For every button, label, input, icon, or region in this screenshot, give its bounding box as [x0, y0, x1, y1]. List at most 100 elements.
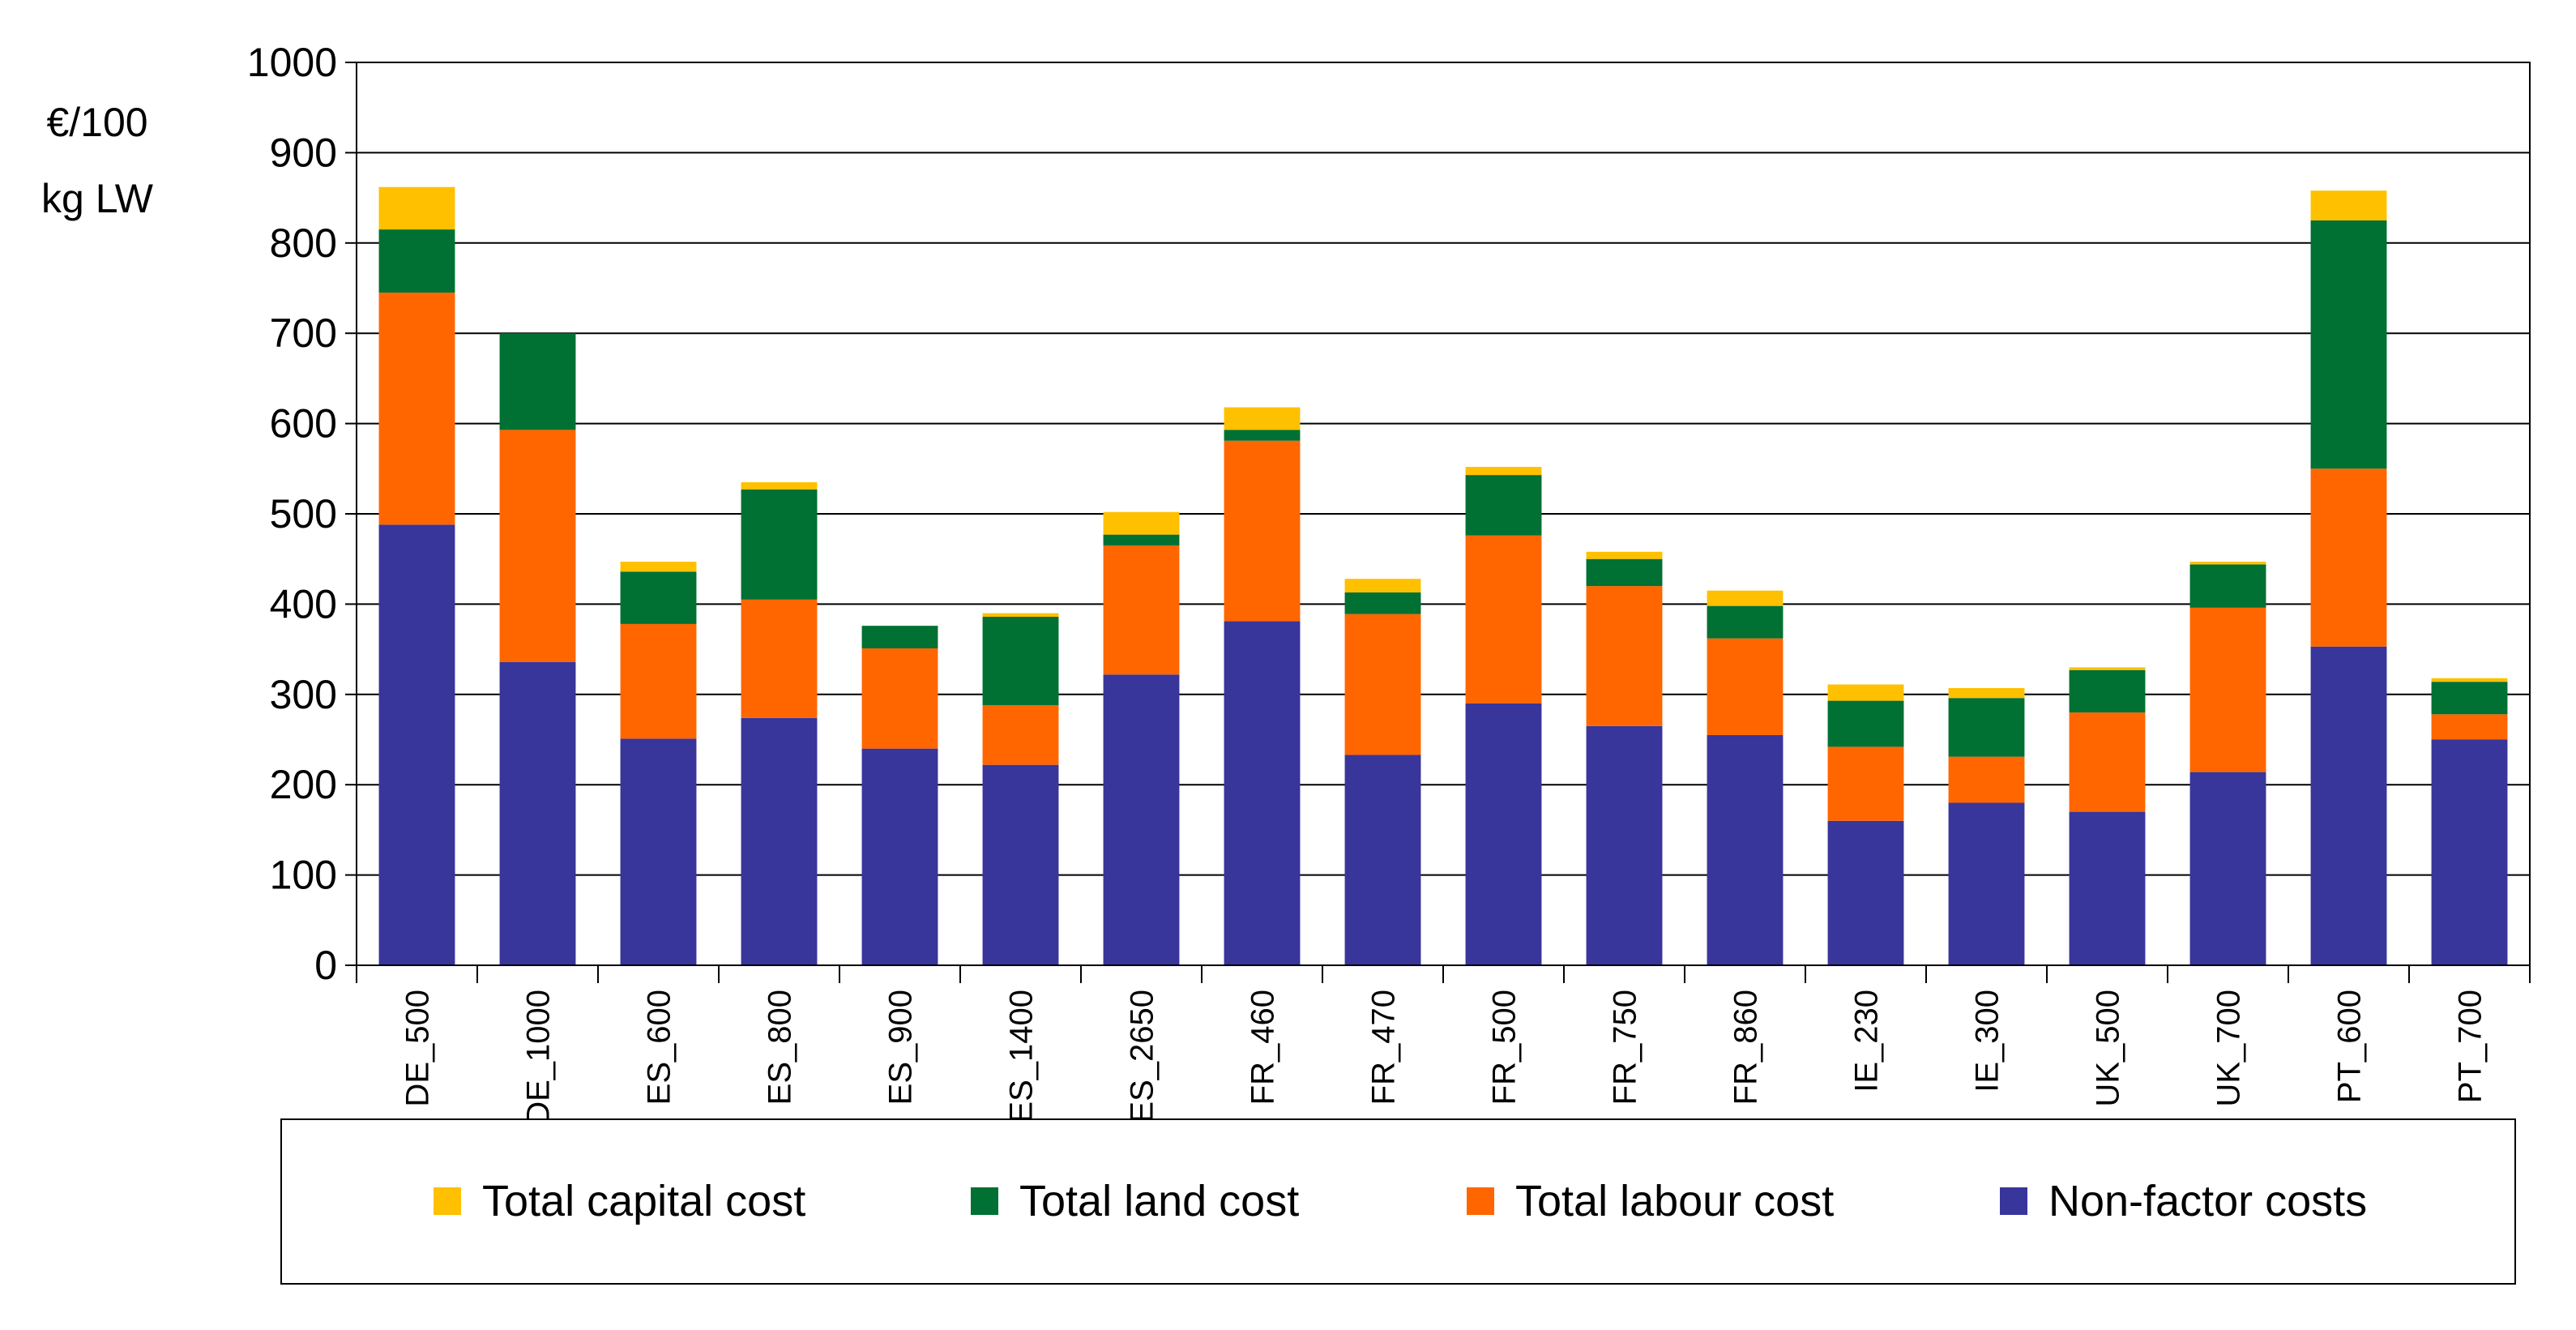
- bar-segment-total-land-cost: [861, 626, 938, 648]
- bar-segment-non-factor-costs: [2431, 739, 2508, 965]
- bar-segment-total-land-cost: [378, 229, 455, 293]
- bar-segment-total-labour-cost: [1586, 586, 1663, 726]
- bar-segment-non-factor-costs: [741, 717, 818, 965]
- legend-box: [280, 1118, 2516, 1285]
- bar-segment-non-factor-costs: [378, 524, 455, 965]
- x-tick-label: FR_500: [1487, 990, 1523, 1105]
- bar-stack-es-900: [861, 626, 938, 965]
- x-tick-label: UK_700: [2211, 990, 2247, 1107]
- bar-segment-total-capital-cost: [2431, 678, 2508, 682]
- bar-stack-uk-500: [2069, 667, 2146, 965]
- bar-segment-non-factor-costs: [982, 764, 1059, 965]
- bar-segment-total-land-cost: [2069, 669, 2146, 713]
- y-tick-label: 700: [270, 310, 337, 356]
- bar-segment-total-labour-cost: [378, 293, 455, 525]
- bar-segment-total-labour-cost: [1948, 756, 2025, 803]
- x-tick-label: IE_300: [1970, 990, 2006, 1093]
- bar-segment-total-capital-cost: [620, 562, 697, 572]
- legend-label-non-factor-costs: Non-factor costs: [2048, 1177, 2367, 1225]
- bar-segment-total-capital-cost: [1948, 688, 2025, 699]
- bar-segment-total-labour-cost: [1224, 440, 1301, 622]
- bar-segment-total-labour-cost: [1465, 535, 1542, 703]
- legend-label-total-labour-cost: Total labour cost: [1515, 1177, 1834, 1225]
- y-tick-label: 100: [270, 853, 337, 898]
- bar-segment-total-labour-cost: [499, 430, 576, 662]
- legend-swatch-non-factor-costs: [2000, 1187, 2027, 1215]
- x-tick-label: DE_1000: [521, 990, 557, 1125]
- bar-segment-total-labour-cost: [2431, 714, 2508, 740]
- bar-segment-non-factor-costs: [620, 738, 697, 965]
- bar-segment-total-labour-cost: [1707, 638, 1784, 735]
- bar-segment-total-land-cost: [741, 489, 818, 600]
- bar-segment-total-labour-cost: [2310, 468, 2387, 647]
- x-tick-label: ES_1400: [1004, 990, 1040, 1123]
- bar-stack-es-2650: [1103, 511, 1180, 965]
- legend-swatch-total-land-cost: [971, 1187, 998, 1215]
- x-tick-label: FR_470: [1366, 990, 1402, 1105]
- bar-segment-total-capital-cost: [378, 186, 455, 230]
- bar-segment-total-labour-cost: [1344, 614, 1421, 755]
- bar-segment-non-factor-costs: [1344, 755, 1421, 965]
- bar-segment-total-land-cost: [1948, 698, 2025, 757]
- bar-segment-non-factor-costs: [2189, 772, 2266, 965]
- y-tick-label: 600: [270, 401, 337, 447]
- x-tick-label: FR_860: [1728, 990, 1764, 1105]
- bar-segment-total-labour-cost: [1827, 746, 1904, 821]
- bar-segment-total-labour-cost: [2069, 712, 2146, 812]
- bar-stack-fr-460: [1224, 407, 1301, 965]
- bar-segment-total-capital-cost: [1707, 590, 1784, 606]
- bar-segment-total-capital-cost: [1827, 684, 1904, 701]
- bar-segment-non-factor-costs: [1707, 734, 1784, 965]
- bar-segment-non-factor-costs: [861, 748, 938, 965]
- y-tick-label: 500: [270, 491, 337, 537]
- x-tick-label: UK_500: [2091, 990, 2126, 1107]
- bar-stack-uk-700: [2189, 562, 2266, 965]
- bar-segment-total-land-cost: [1586, 558, 1663, 587]
- bar-stack-es-600: [620, 562, 697, 965]
- x-tick-label: DE_500: [400, 990, 436, 1107]
- y-tick-label: 900: [270, 130, 337, 175]
- bar-segment-total-labour-cost: [2189, 607, 2266, 772]
- bar-segment-total-capital-cost: [1224, 407, 1301, 430]
- bar-stack-fr-470: [1344, 579, 1421, 965]
- y-axis: 0 100 200 300 400 500 600 700 800 900 1000: [247, 40, 357, 988]
- bar-segment-non-factor-costs: [1103, 674, 1180, 965]
- x-tick-label: ES_800: [763, 990, 798, 1105]
- bar-segment-total-capital-cost: [2189, 562, 2266, 565]
- bar-segment-total-labour-cost: [741, 599, 818, 718]
- legend-label-total-land-cost: Total land cost: [1019, 1177, 1299, 1225]
- bar-segment-total-capital-cost: [1103, 511, 1180, 535]
- x-tick-label: IE_230: [1849, 990, 1885, 1093]
- bar-segment-total-land-cost: [2189, 564, 2266, 608]
- bar-segment-total-capital-cost: [2310, 190, 2387, 220]
- bar-segment-non-factor-costs: [1224, 621, 1301, 965]
- y-tick-label: 800: [270, 220, 337, 266]
- bar-segment-total-labour-cost: [1103, 545, 1180, 675]
- x-tick-label: PT_700: [2453, 990, 2488, 1103]
- bar-segment-non-factor-costs: [1465, 703, 1542, 965]
- x-tick-label: FR_750: [1608, 990, 1643, 1105]
- bar-segment-total-land-cost: [982, 616, 1059, 706]
- bar-segment-non-factor-costs: [499, 661, 576, 965]
- bar-stack-pt-700: [2431, 678, 2508, 965]
- y-axis-unit-line-1: €/100: [46, 100, 147, 145]
- bar-segment-non-factor-costs: [2069, 811, 2146, 965]
- bar-stack-fr-750: [1586, 551, 1663, 965]
- legend: Total capital cost Total land cost Total l…: [434, 1177, 2367, 1225]
- bar-stack-es-1400: [982, 613, 1059, 965]
- bar-segment-total-capital-cost: [1465, 467, 1542, 476]
- bar-segment-total-land-cost: [1344, 592, 1421, 614]
- bar-segment-total-capital-cost: [1586, 551, 1663, 559]
- bars-layer: [378, 186, 2508, 965]
- x-tick-label: FR_460: [1245, 990, 1281, 1105]
- bar-stack-fr-860: [1707, 590, 1784, 965]
- bar-segment-total-capital-cost: [982, 613, 1059, 617]
- bar-segment-non-factor-costs: [1586, 725, 1663, 965]
- y-tick-label: 400: [270, 581, 337, 627]
- bar-stack-de-1000: [499, 333, 576, 965]
- legend-swatch-total-labour-cost: [1467, 1187, 1494, 1215]
- bar-stack-fr-500: [1465, 467, 1542, 965]
- y-axis-unit-line-2: kg LW: [41, 176, 154, 221]
- bar-segment-total-capital-cost: [741, 482, 818, 490]
